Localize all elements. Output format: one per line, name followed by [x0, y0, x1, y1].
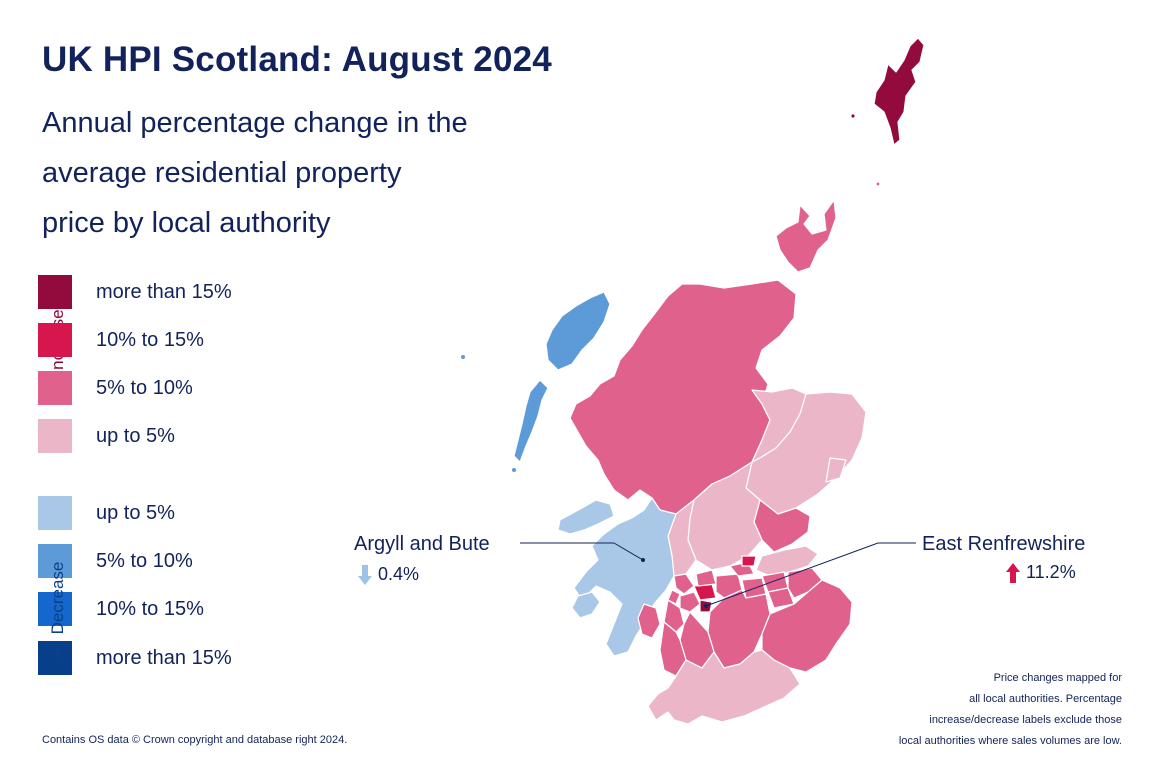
- legend-swatch: [38, 496, 72, 530]
- legend-label: up to 5%: [96, 501, 175, 524]
- down-arrow-icon: [358, 564, 372, 585]
- footnote-line-1: Price changes mapped for: [993, 672, 1122, 684]
- legend-label: more than 15%: [96, 280, 232, 303]
- callout-argyll-value: 0.4%: [378, 564, 420, 584]
- legend-label: 10% to 15%: [96, 328, 204, 351]
- region-na-h-eileanan-siar[interactable]: [545, 291, 611, 371]
- region-na-h-eileanan-siar-south[interactable]: [513, 379, 549, 463]
- argyll-leader-line-diag: [613, 542, 644, 561]
- legend-swatch: [38, 275, 72, 309]
- region-north-ayrshire[interactable]: [663, 599, 685, 633]
- islet-marker: [461, 355, 465, 359]
- islet-marker: [876, 182, 880, 186]
- region-scottish-borders[interactable]: [761, 579, 853, 673]
- callout-east-renfrewshire-value: 11.2%: [1026, 562, 1076, 582]
- subtitle-line-2: average residential property: [42, 157, 402, 189]
- region-dumfries-and-galloway[interactable]: [647, 649, 801, 725]
- footnote-line-2: all local authorities. Percentage: [969, 693, 1122, 705]
- callout-east-renfrewshire-name: East Renfrewshire: [922, 533, 1086, 555]
- region-shetland[interactable]: [873, 37, 925, 146]
- legend-item: up to 5%: [38, 496, 278, 530]
- argyll-leader-dot: [641, 558, 645, 562]
- islet-marker: [512, 468, 516, 472]
- subtitle: Annual percentage change in the average …: [42, 98, 512, 248]
- legend-swatch: [38, 371, 72, 405]
- legend-item: up to 5%: [38, 419, 278, 453]
- east-renfrewshire-leader-dot: [704, 604, 708, 608]
- copyright-credit: Contains OS data © Crown copyright and d…: [42, 734, 348, 746]
- region-orkney[interactable]: [775, 199, 837, 273]
- legend-item: 5% to 10%: [38, 371, 278, 405]
- region-north-ayrshire-arran[interactable]: [637, 603, 661, 639]
- legend-item: more than 15%: [38, 275, 278, 309]
- east-renfrewshire-leader-line-diag: [705, 542, 879, 607]
- legend-label: up to 5%: [96, 424, 175, 447]
- decrease-arrow-icon: [50, 648, 66, 670]
- region-fife[interactable]: [755, 545, 819, 577]
- legend-label: 5% to 10%: [96, 549, 193, 572]
- subtitle-line-1: Annual percentage change in the: [42, 107, 468, 139]
- callout-east-renfrewshire-value-row: 11.2%: [1006, 562, 1076, 583]
- legend-swatch: [38, 544, 72, 578]
- legend-swatch: [38, 323, 72, 357]
- footnote-line-4: local authorities where sales volumes ar…: [898, 735, 1122, 747]
- region-renfrewshire[interactable]: [679, 591, 701, 613]
- region-inverclyde[interactable]: [667, 589, 681, 605]
- islet-marker: [851, 114, 855, 118]
- region-west-dunbartonshire[interactable]: [673, 573, 695, 595]
- legend-item: more than 15%: [38, 641, 278, 675]
- region-argyll-islay[interactable]: [571, 591, 601, 619]
- footnote-line-3: increase/decrease labels exclude those: [929, 714, 1122, 726]
- legend-swatch: [38, 592, 72, 626]
- legend-item: 10% to 15%: [38, 592, 278, 626]
- legend-label: 5% to 10%: [96, 376, 193, 399]
- subtitle-line-3: price by local authority: [42, 207, 331, 239]
- legend-item: 10% to 15%: [38, 323, 278, 357]
- legend-label: more than 15%: [96, 646, 232, 669]
- up-arrow-icon: [1006, 562, 1020, 583]
- region-argyll-and-bute[interactable]: [573, 497, 677, 657]
- region-east-dunbartonshire[interactable]: [695, 569, 717, 587]
- legend-swatch: [38, 419, 72, 453]
- footnote: Price changes mapped for all local autho…: [899, 668, 1122, 752]
- page-title: UK HPI Scotland: August 2024: [42, 40, 552, 79]
- legend-item: 5% to 10%: [38, 544, 278, 578]
- region-clackmannanshire[interactable]: [741, 555, 757, 567]
- callout-argyll-value-row: 0.4%: [358, 564, 419, 585]
- callout-argyll-name: Argyll and Bute: [354, 533, 490, 555]
- legend-label: 10% to 15%: [96, 597, 204, 620]
- region-aberdeen-city[interactable]: [825, 457, 847, 483]
- region-argyll-and-bute-islands[interactable]: [557, 499, 615, 535]
- decrease-axis-label: Decrease: [48, 561, 67, 635]
